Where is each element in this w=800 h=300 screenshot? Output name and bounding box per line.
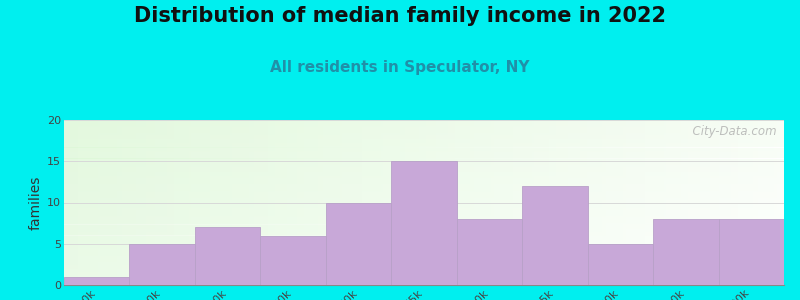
Text: City-Data.com: City-Data.com: [685, 125, 777, 138]
Bar: [588, 244, 653, 285]
Bar: [718, 219, 784, 285]
Bar: [653, 219, 718, 285]
Bar: [522, 186, 588, 285]
Text: All residents in Speculator, NY: All residents in Speculator, NY: [270, 60, 530, 75]
Bar: [260, 236, 326, 285]
Bar: [326, 202, 391, 285]
Bar: [457, 219, 522, 285]
Bar: [195, 227, 260, 285]
Bar: [130, 244, 195, 285]
Bar: [64, 277, 130, 285]
Y-axis label: families: families: [29, 175, 43, 230]
Bar: [391, 161, 457, 285]
Text: Distribution of median family income in 2022: Distribution of median family income in …: [134, 6, 666, 26]
